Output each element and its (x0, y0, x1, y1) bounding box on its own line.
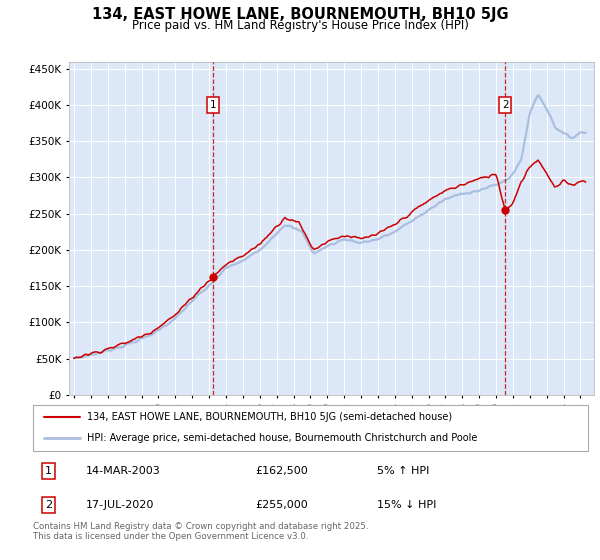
Text: 1: 1 (209, 100, 216, 110)
Text: 1: 1 (45, 466, 52, 476)
Text: 134, EAST HOWE LANE, BOURNEMOUTH, BH10 5JG (semi-detached house): 134, EAST HOWE LANE, BOURNEMOUTH, BH10 5… (88, 412, 452, 422)
Text: Price paid vs. HM Land Registry's House Price Index (HPI): Price paid vs. HM Land Registry's House … (131, 19, 469, 32)
Text: 2: 2 (45, 500, 52, 510)
Text: 5% ↑ HPI: 5% ↑ HPI (377, 466, 430, 476)
Text: 17-JUL-2020: 17-JUL-2020 (86, 500, 154, 510)
Text: £162,500: £162,500 (255, 466, 308, 476)
Text: Contains HM Land Registry data © Crown copyright and database right 2025.
This d: Contains HM Land Registry data © Crown c… (33, 522, 368, 542)
FancyBboxPatch shape (33, 405, 588, 451)
Text: 15% ↓ HPI: 15% ↓ HPI (377, 500, 436, 510)
Text: 2: 2 (502, 100, 509, 110)
Text: HPI: Average price, semi-detached house, Bournemouth Christchurch and Poole: HPI: Average price, semi-detached house,… (88, 433, 478, 444)
Text: £255,000: £255,000 (255, 500, 308, 510)
Text: 14-MAR-2003: 14-MAR-2003 (86, 466, 160, 476)
Text: 134, EAST HOWE LANE, BOURNEMOUTH, BH10 5JG: 134, EAST HOWE LANE, BOURNEMOUTH, BH10 5… (92, 7, 508, 22)
